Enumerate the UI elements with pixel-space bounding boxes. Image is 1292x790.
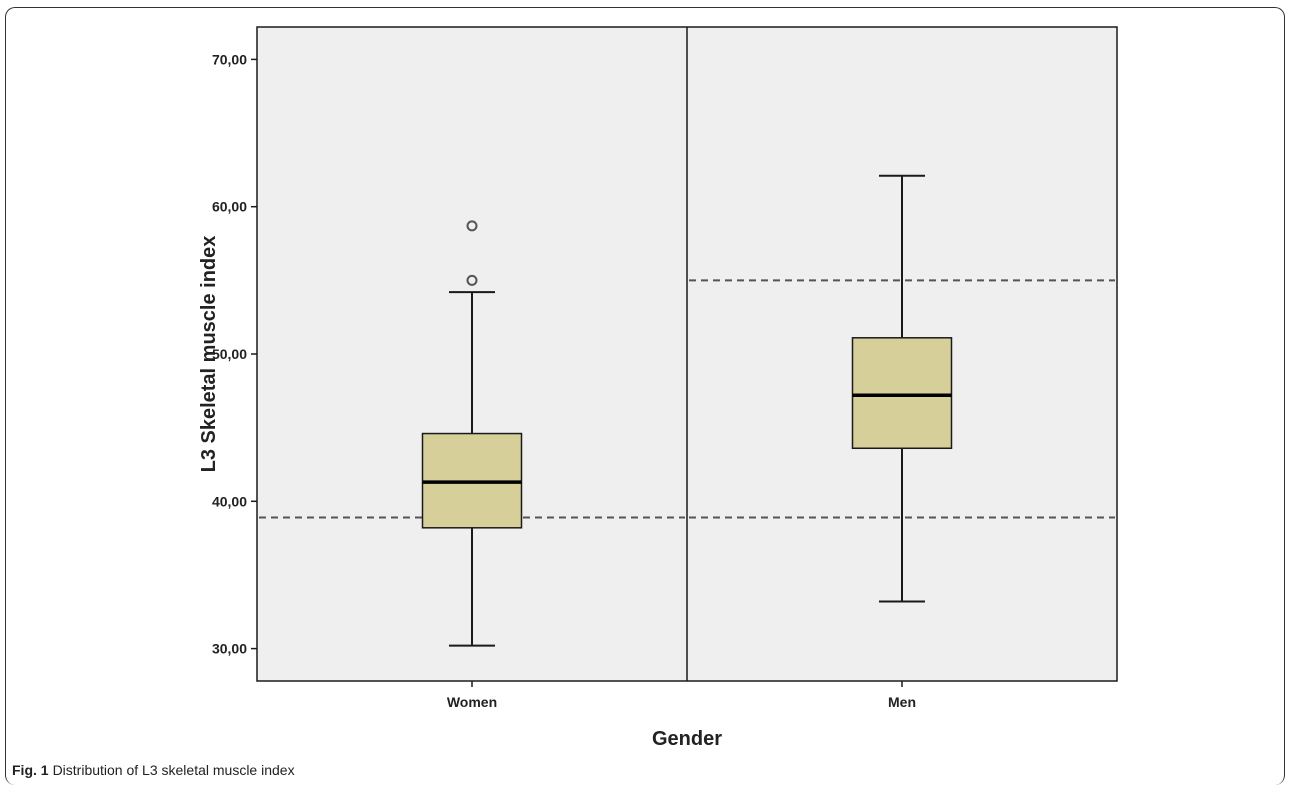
figure-caption: Fig. 1 Distribution of L3 skeletal muscle… xyxy=(12,762,295,778)
iqr-box xyxy=(851,337,953,450)
box-men xyxy=(851,174,953,603)
outlier-point xyxy=(466,220,478,232)
y-axis-label: L3 Skeletal muscle index xyxy=(198,236,220,473)
figure-frame xyxy=(5,7,1285,785)
y-tick-label: 50,00 xyxy=(212,346,247,362)
y-tick-label: 60,00 xyxy=(212,199,247,215)
box-women xyxy=(421,220,523,647)
boxplot-chart: 30,00 40,00 50,00 60,00 70,00 Women Men L3 Sk… xyxy=(198,26,1118,750)
y-tick-label: 40,00 xyxy=(212,493,247,509)
y-tick-label: 30,00 xyxy=(212,641,247,657)
plot-border xyxy=(256,26,1118,682)
y-tick-label: 70,00 xyxy=(212,51,247,67)
outlier-point xyxy=(466,274,478,286)
x-axis-label: Gender xyxy=(652,728,722,750)
x-tick-label: Men xyxy=(888,694,916,710)
x-tick-label: Women xyxy=(447,694,497,710)
caption-label: Fig. 1 xyxy=(12,762,49,778)
caption-text: Distribution of L3 skeletal muscle index xyxy=(52,762,295,778)
